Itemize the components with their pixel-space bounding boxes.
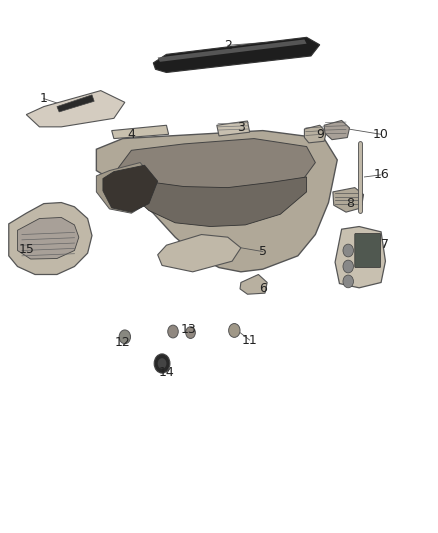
Circle shape — [168, 325, 178, 338]
Text: 12: 12 — [115, 336, 131, 349]
Polygon shape — [240, 274, 267, 294]
Polygon shape — [304, 125, 326, 143]
Polygon shape — [96, 163, 153, 213]
Text: 4: 4 — [127, 128, 135, 141]
Text: 14: 14 — [159, 366, 174, 378]
Circle shape — [229, 324, 240, 337]
Circle shape — [186, 327, 195, 338]
Polygon shape — [217, 121, 250, 136]
Polygon shape — [18, 217, 79, 259]
Polygon shape — [324, 120, 350, 140]
Polygon shape — [96, 131, 337, 272]
Polygon shape — [118, 139, 315, 197]
Polygon shape — [103, 165, 158, 212]
Polygon shape — [112, 125, 169, 139]
Text: 7: 7 — [381, 238, 389, 251]
Circle shape — [119, 330, 131, 344]
Text: 5: 5 — [259, 245, 267, 258]
Text: 16: 16 — [373, 168, 389, 181]
Text: 11: 11 — [242, 334, 258, 346]
Polygon shape — [57, 95, 94, 112]
Text: 2: 2 — [224, 39, 232, 52]
Text: 13: 13 — [180, 323, 196, 336]
FancyBboxPatch shape — [355, 233, 381, 268]
Polygon shape — [158, 39, 307, 62]
Circle shape — [154, 354, 170, 373]
Text: 9: 9 — [316, 128, 324, 141]
Text: 3: 3 — [237, 122, 245, 134]
Text: 6: 6 — [259, 282, 267, 295]
Circle shape — [343, 275, 353, 288]
Polygon shape — [26, 91, 125, 127]
Polygon shape — [131, 177, 307, 227]
Text: 8: 8 — [346, 197, 354, 210]
Circle shape — [343, 244, 353, 257]
Text: 15: 15 — [18, 243, 34, 256]
Circle shape — [343, 260, 353, 273]
Polygon shape — [333, 188, 364, 212]
Circle shape — [158, 358, 166, 369]
Text: 10: 10 — [373, 128, 389, 141]
Polygon shape — [9, 203, 92, 274]
Polygon shape — [158, 235, 241, 272]
Polygon shape — [335, 227, 385, 288]
Polygon shape — [153, 37, 320, 72]
Text: 1: 1 — [40, 92, 48, 105]
